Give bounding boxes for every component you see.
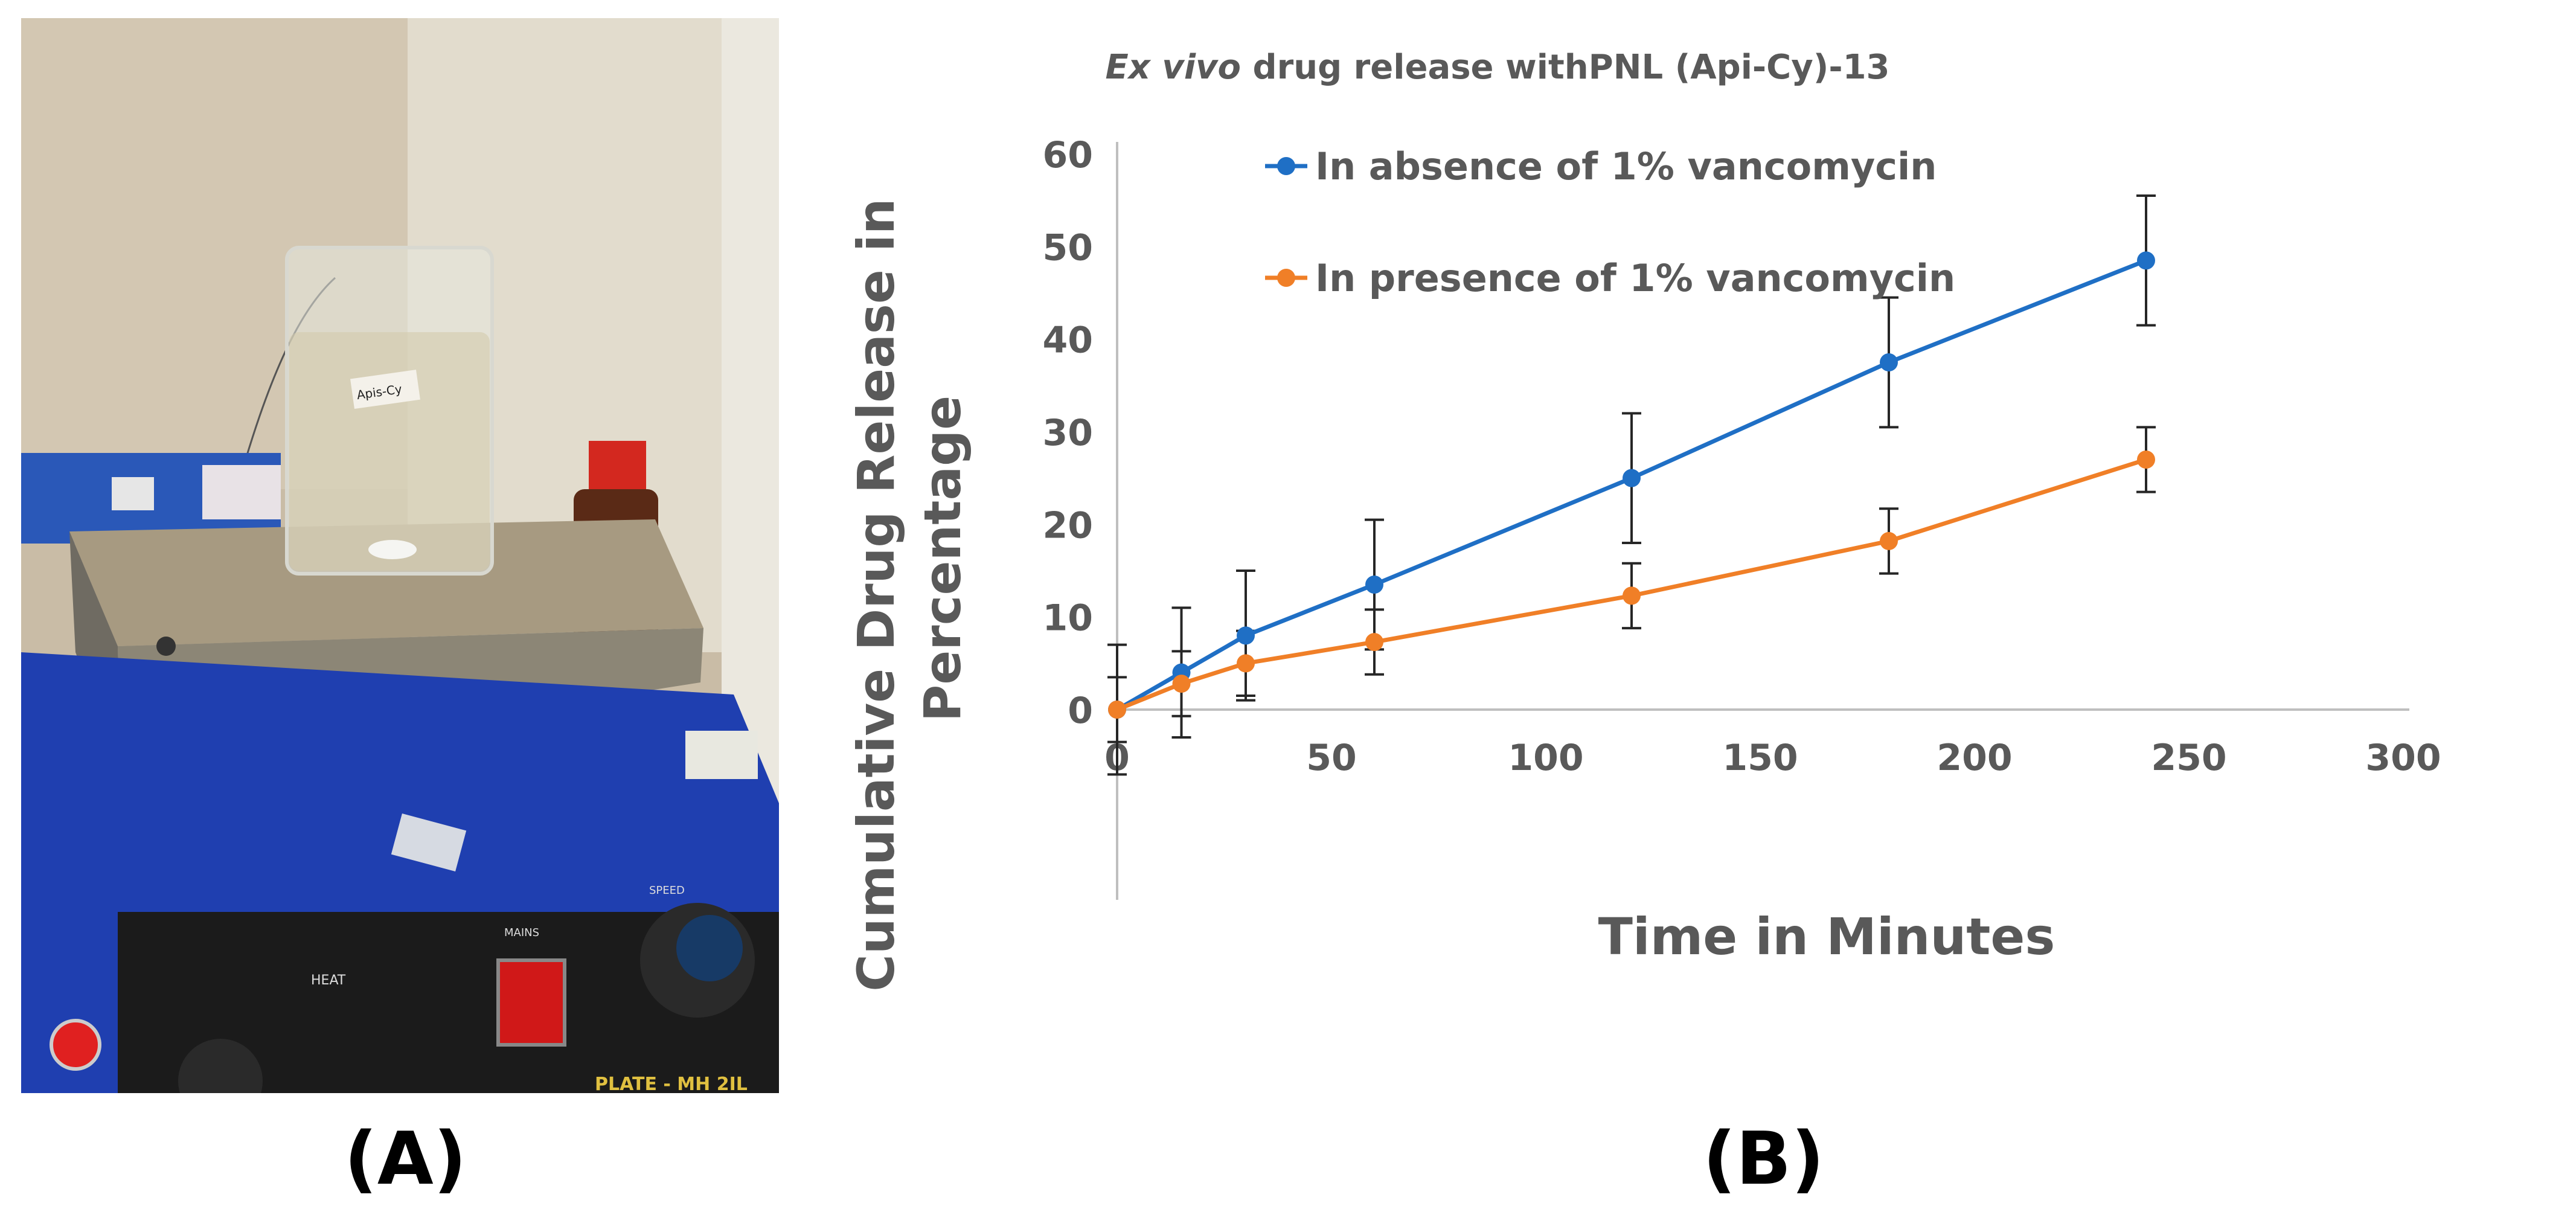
data-point-series-1	[1365, 576, 1383, 594]
photo-panel: Apis-Cy HEAT MAINS SPEED PLATE - MH 2IL	[21, 18, 779, 1123]
legend-label: In absence of 1% vancomycin	[1315, 144, 1937, 188]
y-tick-label: 20	[1043, 504, 1094, 547]
y-tick-label: 30	[1043, 412, 1094, 454]
stir-bar	[368, 540, 417, 559]
hotplate-stirrer-photo: Apis-Cy HEAT MAINS SPEED PLATE - MH 2IL	[21, 18, 779, 1123]
svg-text:HEAT: HEAT	[311, 973, 346, 988]
legend-swatch-marker	[1277, 269, 1295, 287]
data-point-series-2	[1623, 586, 1641, 605]
x-tick-label: 250	[2151, 737, 2226, 779]
hotplate-top	[69, 519, 703, 646]
x-tick-label: 150	[1722, 737, 1798, 779]
svg-text:SPEED: SPEED	[649, 884, 685, 897]
data-point-series-2	[1880, 531, 1898, 550]
x-axis-title: Time in Minutes	[1598, 907, 2055, 966]
panel-label-b: (B)	[1703, 1117, 1825, 1201]
data-point-series-2	[2137, 451, 2155, 469]
data-point-series-1	[2137, 251, 2155, 270]
indicator-light	[50, 1019, 101, 1071]
y-tick-label: 10	[1043, 597, 1094, 640]
panel-label-a: (A)	[344, 1117, 467, 1201]
y-axis-title-line1: Cumulative Drug Release in	[847, 198, 906, 991]
svg-text:MAINS: MAINS	[504, 926, 539, 939]
x-tick-label: 100	[1508, 737, 1583, 779]
data-point-series-2	[1172, 675, 1191, 693]
x-tick-label: 200	[1937, 737, 2012, 779]
line-chart: Ex vivo drug release withPNL (Api-Cy)-13…	[847, 48, 2441, 992]
x-tick-label: 300	[2365, 737, 2441, 779]
beaker-liquid	[289, 332, 490, 571]
plate-text: PLATE - MH 2IL	[595, 1074, 748, 1093]
data-point-series-2	[1108, 701, 1126, 719]
data-point-series-1	[1237, 626, 1255, 645]
y-tick-label: 60	[1043, 134, 1094, 176]
chart-title: Ex vivo drug release withPNL (Api-Cy)-13	[1105, 48, 1889, 87]
chart-panel: Ex vivo drug release withPNL (Api-Cy)-13…	[821, 24, 2572, 1051]
y-tick-label: 40	[1043, 319, 1094, 362]
y-tick-label: 0	[1068, 690, 1093, 732]
bottle-cap	[589, 441, 646, 489]
mains-switch	[496, 958, 566, 1047]
legend: In absence of 1% vancomycin In presence o…	[1265, 144, 1955, 300]
y-axis-title-line2: Percentage	[913, 396, 972, 722]
legend-label: In presence of 1% vancomycin	[1315, 256, 1955, 300]
data-point-series-2	[1237, 654, 1255, 673]
y-tick-label: 50	[1043, 226, 1094, 269]
data-points	[1108, 251, 2155, 719]
x-tick-label: 50	[1306, 737, 1357, 779]
data-point-series-1	[1623, 469, 1641, 487]
legend-swatch-marker	[1277, 157, 1295, 175]
data-point-series-2	[1365, 633, 1383, 652]
data-point-series-1	[1880, 353, 1898, 371]
